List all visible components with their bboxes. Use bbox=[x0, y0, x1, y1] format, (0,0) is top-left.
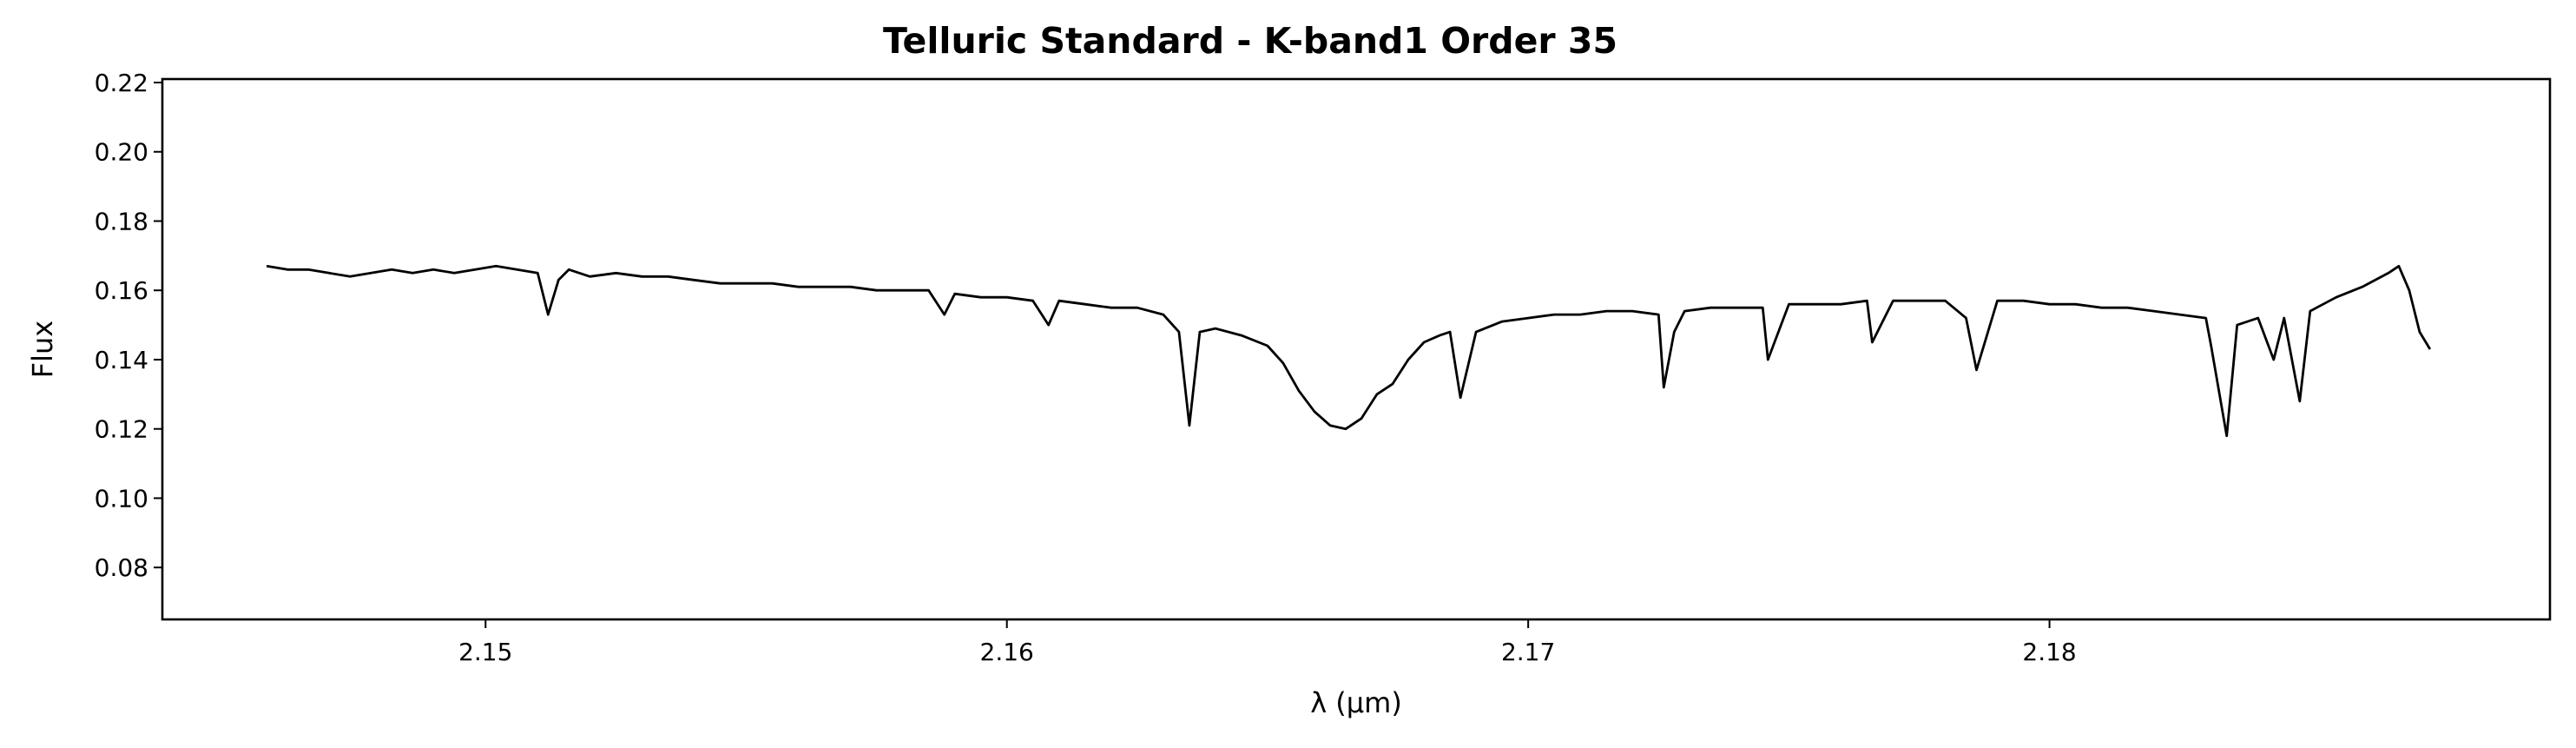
y-tick-label: 0.14 bbox=[95, 346, 148, 374]
y-tick-label: 0.18 bbox=[95, 207, 148, 235]
y-axis-label: Flux bbox=[26, 321, 59, 379]
x-axis: 2.15 2.16 2.17 2.18 bbox=[458, 619, 2077, 666]
plot-frame bbox=[161, 77, 2552, 621]
chart-title: Telluric Standard - K-band1 Order 35 bbox=[883, 20, 1617, 62]
y-tick-label: 0.20 bbox=[95, 138, 148, 167]
y-tick-label: 0.10 bbox=[95, 484, 148, 513]
x-tick-label: 2.17 bbox=[1501, 638, 1555, 666]
y-tick-label: 0.16 bbox=[95, 276, 148, 305]
x-tick-label: 2.16 bbox=[980, 638, 1034, 666]
y-tick-label: 0.12 bbox=[95, 415, 148, 444]
x-axis-label: λ (μm) bbox=[1310, 686, 1402, 719]
x-tick-label: 2.18 bbox=[2022, 638, 2076, 666]
y-axis: 0.08 0.10 0.12 0.14 0.16 0.18 0.20 0.22 bbox=[95, 69, 162, 582]
x-tick-label: 2.15 bbox=[458, 638, 512, 666]
y-tick-label: 0.22 bbox=[95, 69, 148, 97]
flux-series-line bbox=[266, 264, 2432, 438]
y-tick-label: 0.08 bbox=[95, 553, 148, 582]
